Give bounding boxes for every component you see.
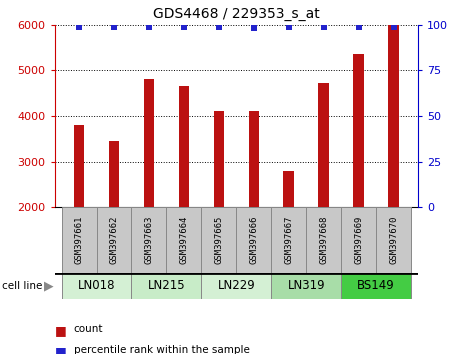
Title: GDS4468 / 229353_s_at: GDS4468 / 229353_s_at — [153, 7, 320, 21]
Bar — [271, 207, 306, 273]
Text: ■: ■ — [55, 345, 66, 354]
Text: GSM397661: GSM397661 — [75, 216, 84, 264]
Point — [390, 24, 398, 29]
Bar — [318, 83, 329, 207]
Bar — [74, 125, 85, 207]
Bar — [62, 273, 132, 299]
Text: GSM397669: GSM397669 — [354, 216, 363, 264]
Text: LN229: LN229 — [218, 279, 255, 292]
Text: ■: ■ — [55, 324, 66, 337]
Point — [250, 25, 257, 31]
Bar — [144, 79, 154, 207]
Text: GSM397662: GSM397662 — [110, 216, 119, 264]
Text: count: count — [74, 324, 103, 334]
Text: GSM397670: GSM397670 — [389, 216, 398, 264]
Text: GSM397664: GSM397664 — [180, 216, 189, 264]
Bar — [341, 273, 411, 299]
Bar — [166, 207, 201, 273]
Text: LN319: LN319 — [287, 279, 325, 292]
Point — [320, 24, 327, 29]
Bar — [62, 207, 96, 273]
Point — [355, 24, 362, 29]
Bar — [248, 112, 259, 207]
Text: GSM397666: GSM397666 — [249, 216, 258, 264]
Point — [215, 24, 223, 29]
Point — [180, 24, 188, 29]
Bar — [132, 273, 201, 299]
Bar — [376, 207, 411, 273]
Text: percentile rank within the sample: percentile rank within the sample — [74, 345, 249, 354]
Bar — [271, 273, 341, 299]
Point — [145, 24, 153, 29]
Text: GSM397663: GSM397663 — [144, 216, 153, 264]
Text: GSM397665: GSM397665 — [214, 216, 223, 264]
Bar — [214, 112, 224, 207]
Point — [110, 24, 118, 29]
Bar — [179, 86, 189, 207]
Bar — [109, 141, 119, 207]
Text: LN018: LN018 — [78, 279, 115, 292]
Bar — [284, 171, 294, 207]
Text: ▶: ▶ — [44, 279, 54, 292]
Bar — [96, 207, 132, 273]
Text: cell line: cell line — [2, 281, 43, 291]
Text: LN215: LN215 — [148, 279, 185, 292]
Bar — [388, 25, 399, 207]
Bar — [341, 207, 376, 273]
Text: GSM397667: GSM397667 — [284, 216, 293, 264]
Text: BS149: BS149 — [357, 279, 395, 292]
Text: GSM397668: GSM397668 — [319, 216, 328, 264]
Bar — [306, 207, 341, 273]
Bar — [237, 207, 271, 273]
Point — [75, 24, 83, 29]
Bar — [201, 207, 237, 273]
Bar — [201, 273, 271, 299]
Bar — [353, 55, 364, 207]
Point — [285, 24, 293, 29]
Bar — [132, 207, 166, 273]
